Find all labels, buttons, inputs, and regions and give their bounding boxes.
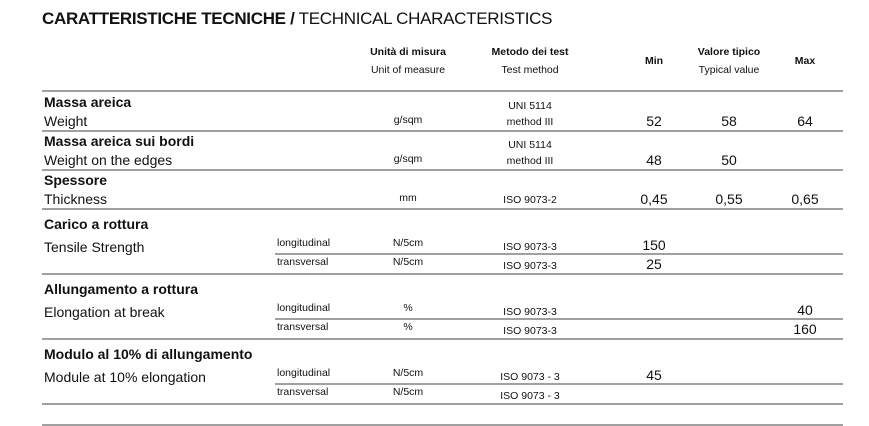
- row-method-line2: ISO 9073-2: [503, 194, 557, 206]
- row-unit: mm: [399, 192, 417, 204]
- sub-direction: longitudinal: [277, 237, 331, 249]
- row-name-en: Weight: [44, 113, 88, 129]
- sub-method: ISO 9073-3: [503, 325, 557, 337]
- group-divider: [42, 338, 843, 340]
- sub-direction: transversal: [277, 386, 329, 398]
- header-divider: [42, 90, 843, 92]
- row-method-line1: UNI 5114: [508, 100, 552, 112]
- bottom-divider: [42, 424, 843, 426]
- sub-unit: N/5cm: [392, 367, 424, 379]
- row-divider: [42, 130, 843, 132]
- group-name-it: Modulo al 10% di allungamento: [44, 346, 253, 362]
- sub-method: ISO 9073 - 3: [500, 371, 560, 383]
- row-typical: 58: [721, 113, 737, 129]
- sub-unit: %: [403, 302, 413, 314]
- group-divider: [42, 273, 843, 275]
- sub-min: 25: [646, 256, 662, 272]
- group-name-en: Module at 10% elongation: [44, 369, 206, 385]
- sub-direction: transversal: [277, 321, 329, 333]
- row-typical: 50: [721, 152, 737, 168]
- row-unit: g/sqm: [393, 114, 423, 126]
- row-max: 0,65: [791, 191, 819, 207]
- sub-method: ISO 9073-3: [503, 260, 557, 272]
- sub-divider: [275, 383, 843, 385]
- row-min: 52: [646, 113, 662, 129]
- sub-max: 40: [797, 302, 813, 318]
- header-min: Min: [644, 55, 664, 67]
- row-method-line2: method III: [506, 155, 554, 167]
- row-name-en: Weight on the edges: [44, 152, 173, 168]
- sub-max: 160: [793, 321, 817, 337]
- group-name-it: Allungamento a rottura: [44, 281, 199, 297]
- row-method-line1: UNI 5114: [508, 139, 552, 151]
- sub-direction: longitudinal: [277, 367, 331, 379]
- header-method-it: Metodo dei test: [491, 46, 569, 58]
- row-min: 48: [646, 152, 662, 168]
- header-typical-en: Typical value: [698, 64, 760, 76]
- group-name-en: Tensile Strength: [44, 239, 145, 255]
- row-min: 0,45: [640, 191, 668, 207]
- page-title: CARATTERISTICHE TECNICHE / TECHNICAL CHA…: [42, 9, 553, 28]
- group-name-en: Elongation at break: [44, 304, 165, 320]
- sub-divider: [275, 253, 843, 255]
- sub-unit: N/5cm: [392, 256, 424, 268]
- row-name-it: Massa areica sui bordi: [44, 133, 195, 149]
- row-name-it: Spessore: [44, 172, 108, 188]
- row-max: 64: [797, 113, 813, 129]
- row-method-line2: method III: [506, 116, 554, 128]
- sub-divider: [275, 318, 843, 320]
- sub-min: 45: [646, 367, 662, 383]
- row-name-it: Massa areica: [44, 94, 132, 110]
- sub-direction: transversal: [277, 256, 329, 268]
- row-unit: g/sqm: [393, 153, 423, 165]
- sub-unit: N/5cm: [392, 386, 424, 398]
- group-name-it: Carico a rottura: [44, 216, 149, 232]
- row-typical: 0,55: [715, 191, 743, 207]
- group-divider: [42, 403, 843, 405]
- sub-unit: %: [403, 321, 413, 333]
- sub-method: ISO 9073-3: [503, 306, 557, 318]
- header-unit-it: Unità di misura: [370, 46, 446, 58]
- sub-method: ISO 9073-3: [503, 241, 557, 253]
- header-unit-en: Unit of measure: [370, 64, 446, 76]
- row-divider: [42, 208, 843, 210]
- row-name-en: Thickness: [44, 191, 108, 207]
- sub-min: 150: [642, 237, 666, 253]
- sub-unit: N/5cm: [392, 237, 424, 249]
- header-max: Max: [794, 55, 816, 67]
- header-method-en: Test method: [501, 64, 559, 76]
- sub-direction: longitudinal: [277, 302, 331, 314]
- header-typical-it: Valore tipico: [697, 46, 761, 58]
- sub-method: ISO 9073 - 3: [500, 390, 560, 402]
- row-divider: [42, 169, 843, 171]
